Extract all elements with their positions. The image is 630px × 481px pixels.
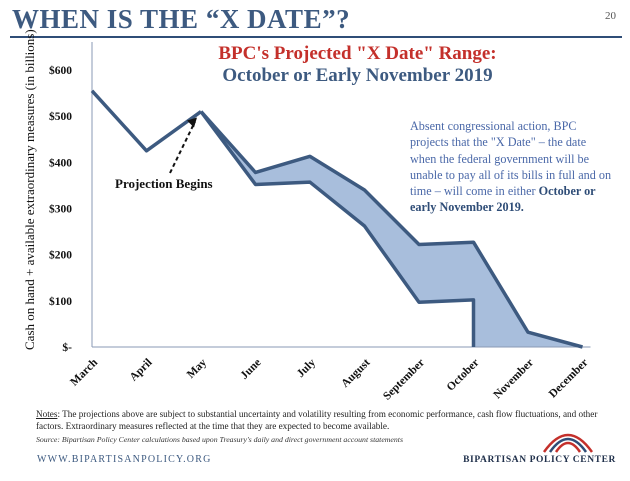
source-note: Source: Bipartisan Policy Center calcula… [36, 435, 403, 444]
x-tick-label: August [339, 357, 372, 390]
projection-arrowhead [187, 117, 197, 128]
y-tick-label: $100 [49, 295, 72, 308]
callout-text: Absent congressional action, BPC project… [410, 118, 615, 216]
page-number: 20 [605, 10, 616, 22]
y-tick-label: $- [62, 341, 72, 354]
x-tick-label: July [295, 356, 319, 380]
projection-begins-label: Projection Begins [115, 176, 213, 191]
x-tick-label: November [492, 357, 537, 402]
notes-label: Notes [36, 409, 58, 419]
slide-title: WHEN IS THE “X DATE”? [12, 4, 351, 34]
y-axis-label-text: Cash on hand + available extraordinary m… [22, 29, 37, 350]
series-line-upper [199, 110, 583, 349]
x-tick-label: April [128, 357, 155, 384]
projection-range-band [201, 111, 583, 347]
y-tick-label: $200 [49, 249, 72, 262]
chart-title-line1: BPC's Projected "X Date" Range: [218, 43, 497, 64]
series-line-actual [90, 89, 203, 153]
y-tick-label: $300 [49, 203, 72, 216]
x-tick-label: May [185, 356, 209, 380]
notes: Notes: The projections above are subject… [36, 408, 621, 432]
x-tick-label: September [381, 357, 427, 403]
callout-body: Absent congressional action, BPC project… [410, 119, 612, 199]
chart-title-line2: October or Early November 2019 [222, 65, 493, 86]
notes-text: : The projections above are subject to s… [36, 409, 598, 431]
series-line-lower [199, 110, 476, 347]
footer-url[interactable]: WWW.BIPARTISANPOLICY.ORG [37, 454, 212, 465]
y-tick-label: $500 [49, 110, 72, 123]
bpc-logo-icon [542, 433, 594, 453]
y-tick-label: $600 [49, 64, 72, 77]
title-rule [10, 36, 622, 38]
callout-bold: October or early November 2019. [410, 184, 596, 215]
x-tick-label: June [238, 357, 263, 382]
x-tick-label: October [445, 357, 482, 394]
x-tick-label: March [68, 356, 100, 388]
y-tick-label: $400 [49, 156, 72, 169]
logo-text: BIPARTISAN POLICY CENTER [463, 455, 616, 465]
x-tick-label: December [547, 357, 591, 401]
projection-arrow [169, 121, 196, 174]
